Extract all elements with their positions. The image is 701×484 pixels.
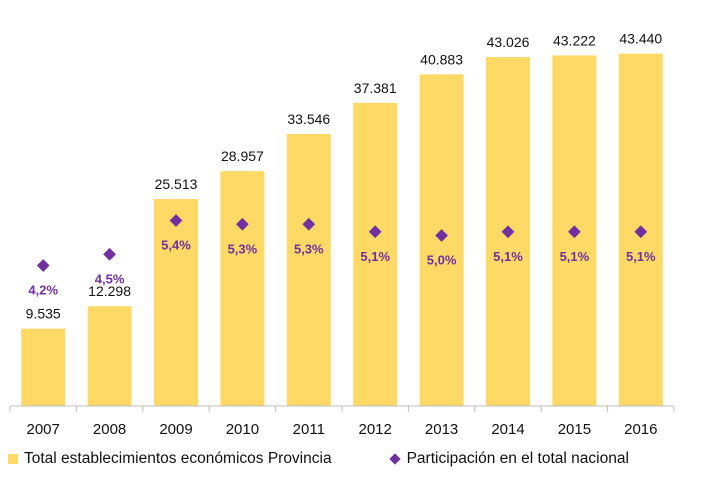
bar-value-label-2010: 28.957 xyxy=(221,148,264,164)
point-value-label-2016: 5,1% xyxy=(626,249,656,264)
bar-value-label-2015: 43.222 xyxy=(553,32,596,48)
bar-2011 xyxy=(286,133,331,406)
bar-value-label-2011: 33.546 xyxy=(287,111,330,127)
point-value-label-2013: 5,0% xyxy=(427,253,457,268)
point-2008 xyxy=(103,247,116,261)
legend-swatch-bar xyxy=(8,454,18,464)
x-tick-label-2012: 2012 xyxy=(359,421,392,438)
point-2011 xyxy=(302,217,316,231)
point-2012 xyxy=(368,225,382,239)
legend-item-points: Participación en el total nacional xyxy=(388,450,629,468)
bars-group xyxy=(21,53,663,407)
x-tick-label-2007: 2007 xyxy=(27,421,60,438)
bar-2008 xyxy=(87,306,132,406)
legend-item-bars: Total establecimientos económicos Provin… xyxy=(8,450,332,468)
x-tick-label-2010: 2010 xyxy=(226,421,259,438)
point-2014 xyxy=(501,225,515,239)
point-value-label-2015: 5,1% xyxy=(560,249,590,264)
point-value-label-2007: 4,2% xyxy=(28,283,58,298)
bar-value-label-2009: 25.513 xyxy=(155,176,198,192)
bar-value-label-2012: 37.381 xyxy=(354,80,397,96)
point-value-label-2009: 5,4% xyxy=(161,238,191,253)
x-tick-label-2016: 2016 xyxy=(624,421,657,438)
x-tick-label-2013: 2013 xyxy=(425,421,458,438)
x-ticks-group: 2007 2008 2009 2010 2011 2012 2013 2014 2015 2016 xyxy=(9,406,675,438)
x-tick-label-2015: 2015 xyxy=(558,421,591,438)
bar-2007 xyxy=(21,328,66,406)
bar-2012 xyxy=(353,102,398,406)
bar-value-label-2008: 12.298 xyxy=(88,283,131,299)
bar-2009 xyxy=(154,199,198,406)
bar-2010 xyxy=(220,171,265,406)
point-2010 xyxy=(236,217,249,231)
point-2013 xyxy=(435,229,448,242)
point-value-label-2008: 4,5% xyxy=(95,271,125,286)
bar-value-label-2014: 43.026 xyxy=(487,34,530,50)
x-tick-label-2009: 2009 xyxy=(159,421,192,438)
legend-label-bars: Total establecimientos económicos Provin… xyxy=(24,450,332,467)
point-2009 xyxy=(169,214,183,227)
bar-value-label-2007: 9.535 xyxy=(26,306,61,322)
bar-value-label-2013: 40.883 xyxy=(420,51,463,67)
legend-label-points: Participación en el total nacional xyxy=(406,450,629,467)
point-value-label-2012: 5,1% xyxy=(360,249,390,264)
x-tick-label-2008: 2008 xyxy=(93,421,126,438)
point-value-label-2011: 5,3% xyxy=(294,241,324,256)
bar-value-label-2016: 43.440 xyxy=(619,31,662,47)
legend: Total establecimientos económicos Provin… xyxy=(8,446,693,472)
x-tick-label-2011: 2011 xyxy=(293,421,325,438)
point-value-label-2014: 5,1% xyxy=(493,249,523,264)
x-tick-label-2014: 2014 xyxy=(491,421,524,438)
point-2007 xyxy=(36,259,50,272)
legend-swatch-diamond xyxy=(388,453,401,465)
point-value-label-2010: 5,3% xyxy=(228,241,258,256)
